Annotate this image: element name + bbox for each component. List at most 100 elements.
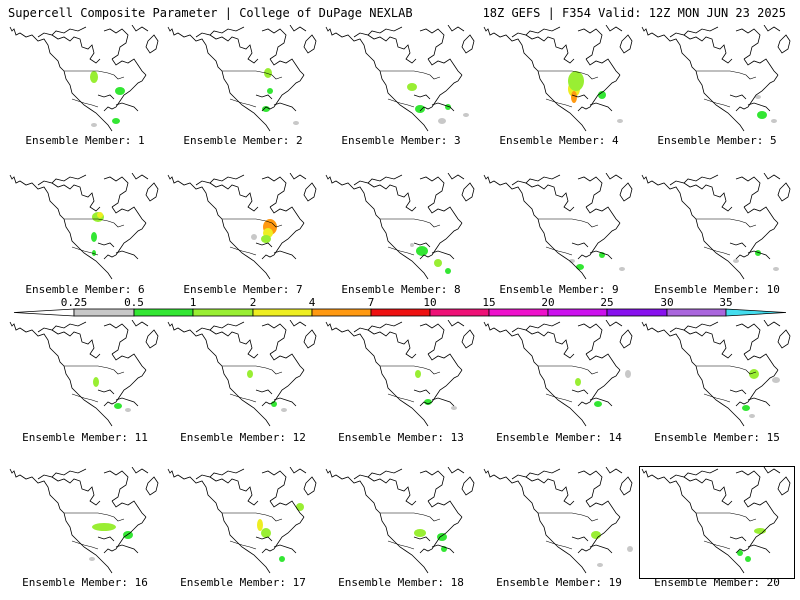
coastline [103,74,147,112]
coastline [209,329,259,359]
coastline [167,174,223,220]
country-border [229,98,257,108]
coastline [367,476,417,506]
coastline [63,512,113,574]
coastline [195,468,245,480]
coastline [525,34,575,64]
scp-contour-area [89,557,95,561]
coastline [619,34,633,54]
color-scale-tick-label: 7 [367,296,375,309]
ensemble-member-label: Ensemble Member: 8 [341,283,461,296]
coastline [195,26,245,38]
coastline [325,174,381,220]
scp-contour-area [617,119,623,123]
coastline [111,500,147,518]
coastline [37,26,87,38]
country-border [64,218,125,228]
color-scale-segment [192,308,254,317]
coastline [447,173,465,180]
color-scale-tick-label: 2 [249,296,257,309]
coastline [735,222,779,260]
coastline [669,174,719,186]
coastline [585,353,621,371]
coastline [461,329,475,349]
coastline [537,365,587,427]
coastline [571,242,589,248]
ensemble-map [325,320,475,427]
country-border [222,365,283,375]
country-border [703,393,731,403]
coastline [261,516,305,554]
coastline [103,176,129,208]
scp-contour-area [742,405,750,411]
scp-contour-area [745,556,751,562]
color-scale-arrow-left [13,308,75,317]
coastline [669,26,719,38]
scp-contour-area [415,105,425,113]
ensemble-member-label: Ensemble Member: 20 [654,576,780,589]
scp-contour-area [591,531,601,539]
coastline [427,353,463,371]
coastline [221,512,271,574]
coastline [413,94,431,100]
scp-contour-area [749,369,759,379]
ensemble-map [167,320,317,427]
coastline [145,34,159,54]
coastline [51,182,101,212]
ensemble-map [641,25,791,132]
ensemble-map [9,25,159,132]
scp-contour-area [597,563,603,567]
ensemble-panel [8,25,162,136]
country-border [696,512,757,522]
coastline [641,26,697,72]
country-border [71,540,99,550]
coastline [577,74,621,112]
coastline [37,321,87,333]
scp-contour-area [114,403,122,409]
scp-contour-area [772,377,780,383]
scp-contour-area [575,378,581,386]
coastline [729,94,747,100]
coastline [571,536,589,542]
scp-contour-area [261,528,271,538]
coastline [367,34,417,64]
coastline [589,102,613,112]
scp-contour-area [451,406,457,410]
coastline [777,329,791,349]
coastline [605,320,623,327]
color-scale-tick-label: 15 [482,296,496,309]
coastline [669,468,719,480]
scp-contour-area [568,71,584,91]
ensemble-panel [324,467,478,578]
coastline [97,242,115,248]
ensemble-panel [166,320,320,431]
coastline [115,397,139,407]
coastline [413,242,431,248]
color-scale-tick-label: 35 [719,296,733,309]
country-border [229,393,257,403]
coastline [763,25,781,32]
color-scale-segment [666,308,727,317]
ensemble-member-label: Ensemble Member: 12 [180,431,306,444]
run-info: 18Z GEFS | F354 Valid: 12Z MON JUN 23 20… [482,6,786,20]
coastline [461,476,475,496]
ensemble-panel [166,467,320,578]
ensemble-panel [8,467,162,578]
coastline [577,369,621,407]
scp-contour-area [416,246,428,256]
ensemble-member-label: Ensemble Member: 9 [499,283,619,296]
coastline [37,468,87,480]
scp-contour-area [594,401,602,407]
coastline [103,369,147,407]
coastline [255,242,273,248]
coastline [289,320,307,327]
ensemble-panel [640,320,794,431]
coastline [735,369,779,407]
ensemble-map [483,320,633,427]
scp-contour-area [749,414,755,418]
coastline [511,468,561,480]
coastline [413,389,431,395]
scp-contour-area [737,550,743,556]
coastline [261,222,305,260]
coastline [427,58,463,76]
